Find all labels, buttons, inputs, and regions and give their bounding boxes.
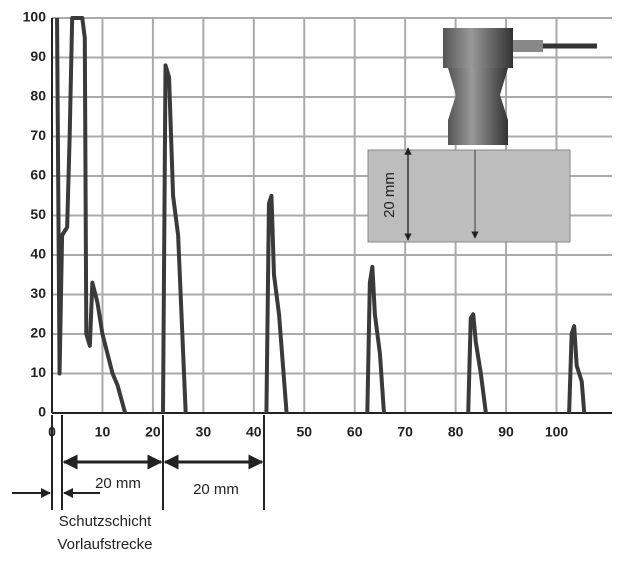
x-tick-label: 50 (296, 424, 312, 440)
probe-body (448, 68, 508, 120)
probe-head (443, 28, 513, 68)
y-tick-label: 60 (30, 167, 46, 183)
annotation: Schutzschicht (59, 513, 152, 530)
echo-trace (55, 16, 587, 414)
y-tick-label: 0 (38, 404, 46, 420)
x-tick-label: 20 (145, 424, 161, 440)
x-tick-label: 0 (48, 424, 56, 440)
annotation: 20 mm (381, 172, 398, 218)
dimension-lines (12, 415, 265, 510)
y-tick-label: 30 (30, 285, 46, 301)
y-tick-label: 40 (30, 246, 46, 262)
x-tick-label: 100 (545, 424, 569, 440)
x-tick-label: 40 (246, 424, 262, 440)
y-tick-label: 90 (30, 48, 46, 64)
annotation: 20 mm (193, 481, 239, 498)
annotation: Vorlaufstrecke (57, 536, 152, 553)
x-tick-label: 30 (196, 424, 212, 440)
connector (513, 40, 543, 52)
y-tick-label: 20 (30, 325, 46, 341)
x-tick-label: 70 (397, 424, 413, 440)
test-block (367, 149, 571, 243)
x-tick-label: 80 (448, 424, 464, 440)
y-tick-label: 10 (30, 364, 46, 380)
x-tick-label: 90 (498, 424, 514, 440)
probe-illustration (367, 28, 597, 243)
x-tick-label: 10 (95, 424, 111, 440)
y-tick-label: 80 (30, 88, 46, 104)
y-tick-label: 50 (30, 206, 46, 222)
y-tick-label: 100 (23, 9, 47, 25)
probe-base (448, 120, 508, 145)
x-tick-label: 60 (347, 424, 363, 440)
y-tick-label: 70 (30, 127, 46, 143)
annotation: 20 mm (95, 475, 141, 492)
